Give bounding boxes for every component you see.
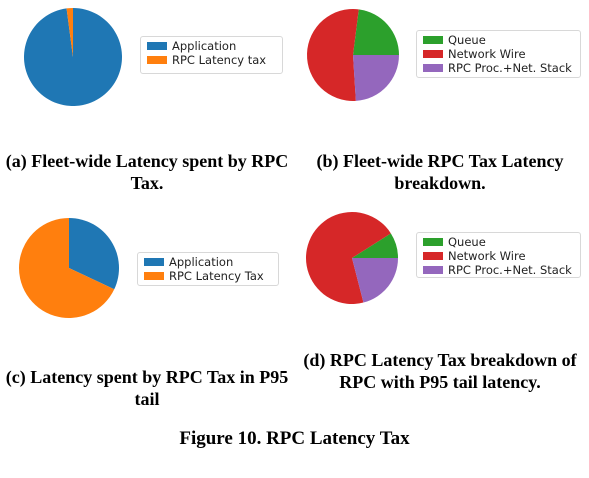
legend-swatch <box>423 238 443 246</box>
legend-swatch <box>147 42 167 50</box>
pie-b-slice-rpc-proc-net-stack <box>353 55 399 101</box>
legend-item: Queue <box>423 235 574 249</box>
legend-item: Application <box>144 255 272 269</box>
legend-swatch <box>423 50 443 58</box>
legend-item: Network Wire <box>423 47 574 61</box>
legend-label: RPC Latency Tax <box>169 269 264 283</box>
pie-b-slice-queue <box>353 9 399 55</box>
legend-item: Queue <box>423 33 574 47</box>
caption-d: (d) RPC Latency Tax breakdown of RPC wit… <box>303 350 577 392</box>
legend-a: Application RPC Latency tax <box>140 36 283 74</box>
caption-c: (c) Latency spent by RPC Tax in P95 tail <box>5 367 289 409</box>
legend-swatch <box>144 272 164 280</box>
legend-swatch <box>423 36 443 44</box>
legend-d: Queue Network Wire RPC Proc.+Net. Stack <box>416 232 581 278</box>
legend-item: RPC Proc.+Net. Stack <box>423 263 574 277</box>
legend-label: RPC Proc.+Net. Stack <box>448 61 572 75</box>
legend-swatch <box>144 258 164 266</box>
legend-swatch <box>423 252 443 260</box>
legend-item: Application <box>147 39 276 53</box>
legend-label: Network Wire <box>448 47 526 61</box>
pie-a-slice-rpc-latency-tax <box>66 8 73 57</box>
legend-item: RPC Latency Tax <box>144 269 272 283</box>
legend-label: Queue <box>448 33 486 47</box>
legend-swatch <box>147 56 167 64</box>
pie-b-slice-network-wire <box>307 9 359 102</box>
legend-label: RPC Proc.+Net. Stack <box>448 263 572 277</box>
legend-label: Application <box>172 39 237 53</box>
pie-d-slice-rpc-proc-net-stack <box>352 258 398 303</box>
legend-label: Application <box>169 255 234 269</box>
figure-title: Figure 10. RPC Latency Tax <box>179 428 410 449</box>
pie-d-slice-network-wire <box>306 212 391 305</box>
legend-item: RPC Proc.+Net. Stack <box>423 61 574 75</box>
legend-b: Queue Network Wire RPC Proc.+Net. Stack <box>416 30 581 78</box>
legend-swatch <box>423 266 443 274</box>
legend-label: Queue <box>448 235 486 249</box>
legend-label: RPC Latency tax <box>172 53 267 67</box>
caption-b: (b) Fleet-wide RPC Tax Latency breakdown… <box>316 151 564 193</box>
legend-label: Network Wire <box>448 249 526 263</box>
legend-c: Application RPC Latency Tax <box>137 252 279 286</box>
pie-c-slice-application <box>69 218 119 290</box>
legend-item: RPC Latency tax <box>147 53 276 67</box>
caption-a: (a) Fleet-wide Latency spent by RPC Tax. <box>5 151 289 193</box>
legend-swatch <box>423 64 443 72</box>
pie-d-slice-queue <box>352 233 398 258</box>
legend-item: Network Wire <box>423 249 574 263</box>
pie-c-slice-rpc-latency-tax <box>19 218 115 318</box>
